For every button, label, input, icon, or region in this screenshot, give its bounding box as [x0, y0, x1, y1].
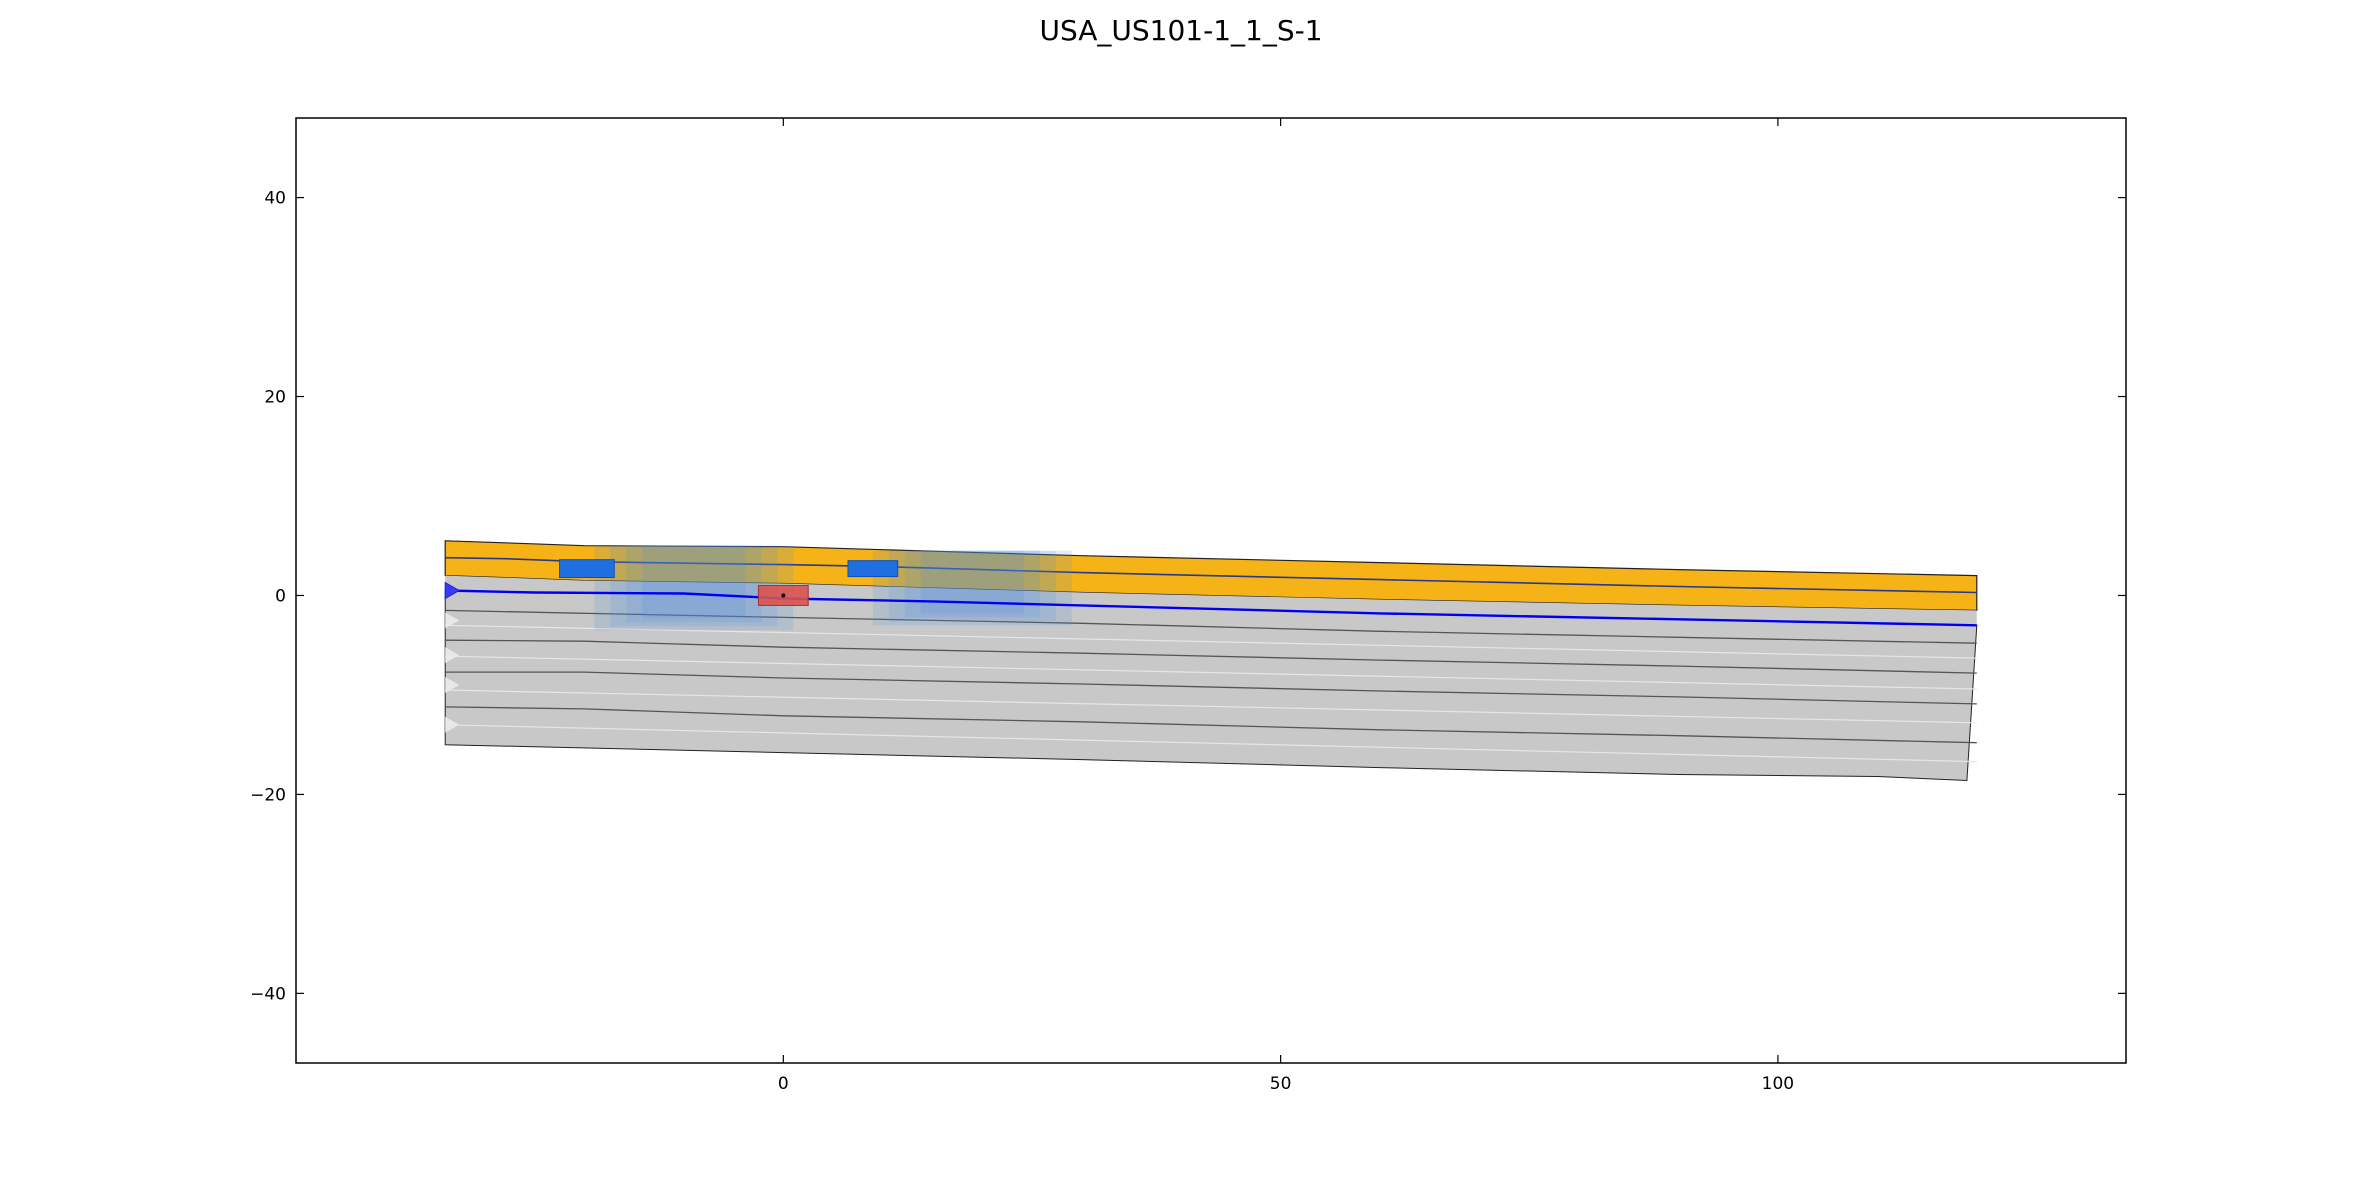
y-tick-label-3: −20: [250, 785, 286, 805]
y-tick-label-2: 0: [275, 586, 286, 606]
x-tick-label-1: 50: [1270, 1074, 1292, 1094]
boundary-marker-0: [444, 581, 461, 600]
upper-soil-layer: [445, 575, 1977, 626]
influence-zone-1-band-1: [888, 550, 1056, 622]
stratum-line-1: [445, 639, 1977, 674]
stratum-line-0: [445, 609, 1977, 644]
plot-area: [444, 540, 1978, 782]
x-tick-label-0: 0: [778, 1074, 789, 1094]
anchor-point: [781, 593, 786, 598]
influence-zone-0-band-1: [610, 545, 778, 627]
axes: 0 50 100 40 20 0 −20 −40: [250, 117, 2127, 1094]
pavement-mid-line: [445, 556, 1977, 594]
stratum-line-2: [445, 671, 1977, 705]
faint-stratum-line-3: [445, 724, 1977, 763]
x-tick-label-2: 100: [1762, 1074, 1794, 1094]
faint-stratum-line-0: [445, 624, 1977, 659]
influence-zone-1-band-0: [872, 550, 1072, 626]
foundation-0: [559, 559, 615, 579]
faint-stratum-line-2: [445, 689, 1977, 724]
boundary-marker-4: [445, 716, 460, 733]
influence-zone-0-band-3: [642, 545, 746, 619]
water-table-line: [445, 589, 1977, 627]
plot-frame: [295, 117, 2127, 1064]
faint-stratum-line-1: [445, 655, 1977, 690]
stratum-line-3: [445, 706, 1977, 744]
influence-zone-0-band-2: [626, 545, 762, 623]
y-tick-label-1: 20: [264, 388, 286, 408]
boundary-marker-2: [445, 647, 460, 664]
influence-zone-1-band-2: [904, 550, 1040, 618]
boundary-marker-3: [445, 677, 460, 693]
foundation-1: [847, 560, 899, 578]
boundary-marker-1: [445, 612, 460, 629]
chart-title: USA_US101-1_1_S-1: [1039, 14, 1323, 47]
y-tick-label-4: −40: [250, 984, 286, 1004]
y-tick-label-0: 40: [264, 189, 286, 209]
